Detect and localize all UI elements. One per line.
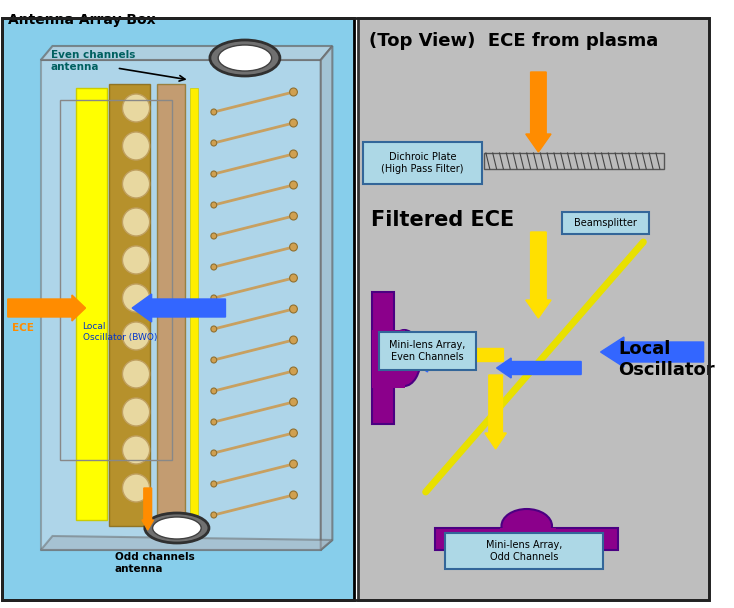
FancyArrow shape xyxy=(432,345,504,365)
Circle shape xyxy=(123,360,150,388)
Circle shape xyxy=(123,94,150,122)
Circle shape xyxy=(290,243,297,251)
Circle shape xyxy=(123,322,150,350)
Circle shape xyxy=(123,474,150,502)
Polygon shape xyxy=(41,46,333,60)
Bar xyxy=(363,142,482,184)
Circle shape xyxy=(123,436,150,464)
Bar xyxy=(379,332,476,370)
FancyArrow shape xyxy=(485,375,506,449)
Circle shape xyxy=(290,367,297,375)
FancyArrow shape xyxy=(526,232,551,318)
FancyArrow shape xyxy=(416,356,474,372)
Bar xyxy=(157,84,185,526)
Bar xyxy=(357,18,710,600)
Text: Local
Oscillator (BWO): Local Oscillator (BWO) xyxy=(83,322,157,342)
Bar xyxy=(500,528,556,548)
Circle shape xyxy=(290,398,297,406)
Text: Antenna Array Box: Antenna Array Box xyxy=(8,13,156,27)
Text: Odd channels
antenna: Odd channels antenna xyxy=(115,552,195,573)
Text: Dichroic Plate
(High Pass Filter): Dichroic Plate (High Pass Filter) xyxy=(382,152,464,174)
Circle shape xyxy=(211,481,217,487)
Circle shape xyxy=(211,326,217,332)
Circle shape xyxy=(211,512,217,518)
Circle shape xyxy=(211,171,217,177)
FancyArrow shape xyxy=(132,294,225,322)
Circle shape xyxy=(211,109,217,115)
Ellipse shape xyxy=(210,40,280,76)
Bar xyxy=(372,292,393,424)
Text: Even channels
antenna: Even channels antenna xyxy=(51,50,135,72)
Bar xyxy=(372,330,405,388)
Bar xyxy=(76,88,107,520)
Circle shape xyxy=(290,150,297,158)
Circle shape xyxy=(123,208,150,236)
FancyArrow shape xyxy=(142,488,153,530)
Bar xyxy=(189,88,198,520)
Circle shape xyxy=(290,274,297,282)
Ellipse shape xyxy=(153,517,201,539)
Circle shape xyxy=(290,305,297,313)
Circle shape xyxy=(290,429,297,437)
FancyArrow shape xyxy=(600,337,704,367)
Circle shape xyxy=(123,246,150,274)
Text: ECE: ECE xyxy=(12,323,34,333)
Bar xyxy=(41,60,321,550)
Circle shape xyxy=(123,132,150,160)
Circle shape xyxy=(211,295,217,301)
Circle shape xyxy=(290,181,297,189)
Polygon shape xyxy=(41,536,333,550)
Circle shape xyxy=(290,491,297,499)
Circle shape xyxy=(290,460,297,468)
Text: Filtered ECE: Filtered ECE xyxy=(371,210,515,230)
Circle shape xyxy=(211,419,217,425)
Circle shape xyxy=(290,336,297,344)
Bar xyxy=(435,528,618,550)
Ellipse shape xyxy=(218,45,272,71)
Circle shape xyxy=(290,88,297,96)
Circle shape xyxy=(290,119,297,127)
Bar xyxy=(484,153,664,169)
Circle shape xyxy=(211,357,217,363)
Bar xyxy=(109,84,150,526)
FancyArrow shape xyxy=(497,358,581,378)
FancyArrow shape xyxy=(526,72,551,152)
Circle shape xyxy=(123,284,150,312)
Bar xyxy=(562,212,649,234)
Ellipse shape xyxy=(145,513,209,543)
Circle shape xyxy=(211,450,217,456)
Text: Beamsplitter: Beamsplitter xyxy=(574,218,637,228)
Circle shape xyxy=(211,202,217,208)
Circle shape xyxy=(211,233,217,239)
Circle shape xyxy=(211,388,217,394)
Text: (Top View)  ECE from plasma: (Top View) ECE from plasma xyxy=(369,32,658,50)
Bar xyxy=(445,533,603,569)
Circle shape xyxy=(290,212,297,220)
Circle shape xyxy=(211,140,217,146)
Circle shape xyxy=(123,398,150,426)
Ellipse shape xyxy=(388,330,421,386)
FancyArrow shape xyxy=(420,340,476,356)
Circle shape xyxy=(211,264,217,270)
Polygon shape xyxy=(321,46,333,550)
Bar xyxy=(2,18,354,600)
Text: Mini-lens Array,
Even Channels: Mini-lens Array, Even Channels xyxy=(390,340,466,362)
Ellipse shape xyxy=(501,509,552,543)
FancyArrow shape xyxy=(8,295,86,321)
Text: Local
Oscillator: Local Oscillator xyxy=(618,340,715,379)
Text: Mini-lens Array,
Odd Channels: Mini-lens Array, Odd Channels xyxy=(486,540,562,562)
Circle shape xyxy=(123,170,150,198)
Bar xyxy=(60,100,172,460)
